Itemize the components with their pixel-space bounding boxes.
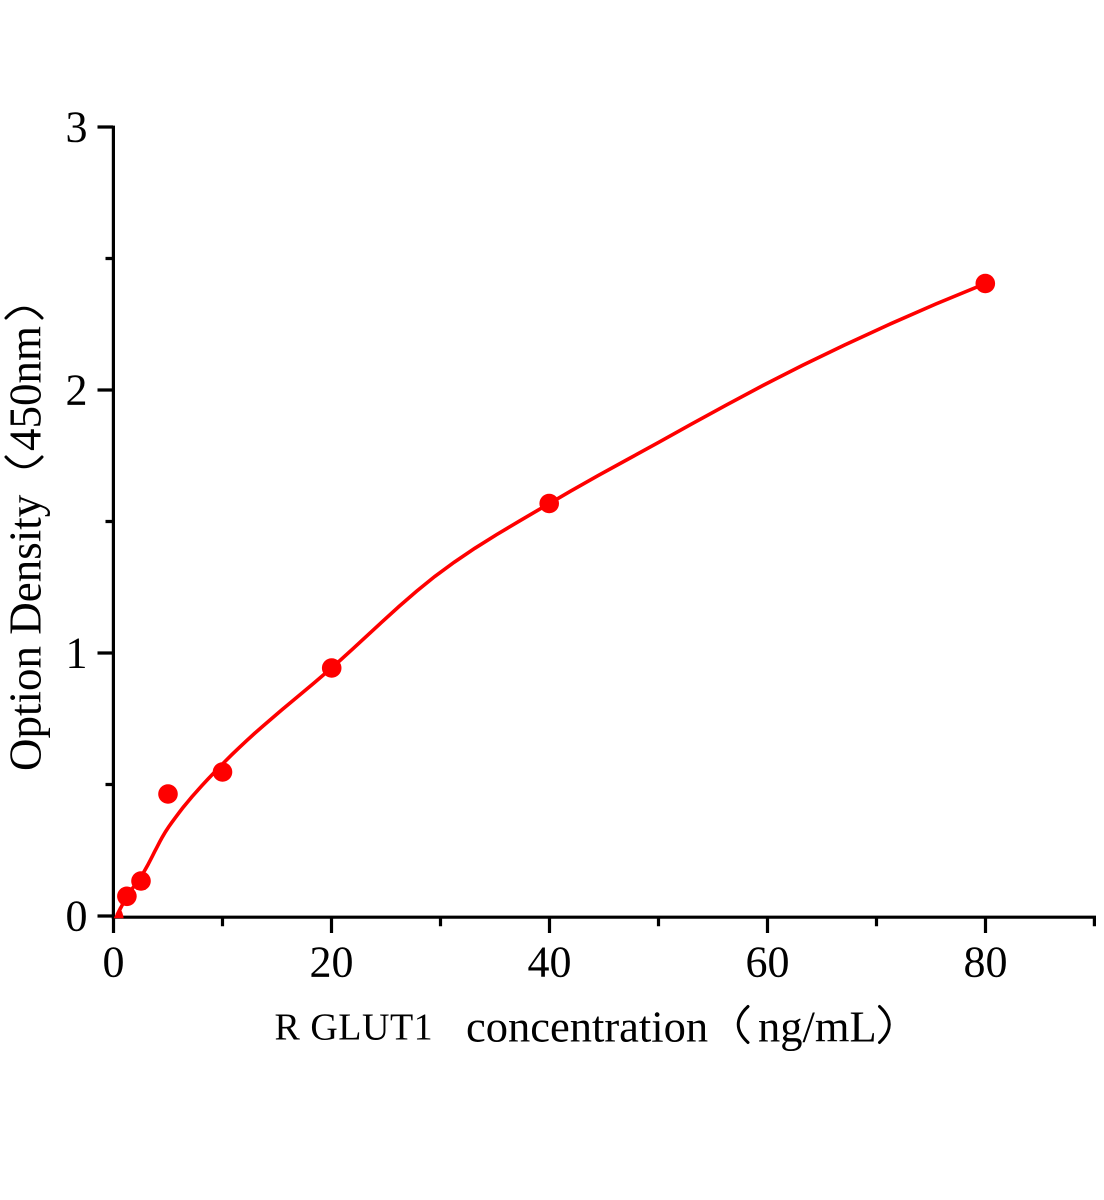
svg-text:20: 20 (310, 938, 354, 987)
svg-text:Option Density: Option Density (1, 494, 51, 771)
svg-text:concentration: concentration (466, 1002, 708, 1052)
svg-text:0: 0 (66, 892, 88, 941)
svg-text:0: 0 (103, 938, 125, 987)
svg-text:40: 40 (528, 938, 572, 987)
svg-text:2: 2 (66, 366, 88, 415)
svg-text:3: 3 (66, 103, 88, 152)
svg-text:450nm: 450nm (1, 326, 51, 451)
svg-text:80: 80 (964, 938, 1008, 987)
svg-text:1: 1 (66, 629, 88, 678)
svg-text:60: 60 (746, 938, 790, 987)
svg-text:R GLUT1: R GLUT1 (275, 1007, 434, 1049)
svg-text:ng/mL: ng/mL (758, 1002, 877, 1052)
